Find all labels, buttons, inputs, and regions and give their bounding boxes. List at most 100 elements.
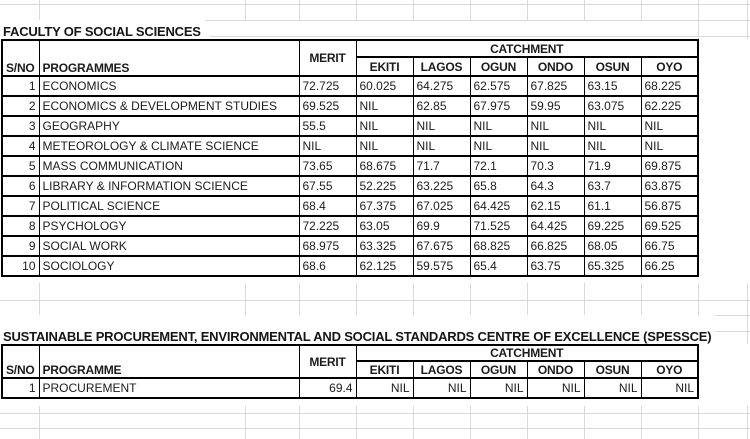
cell-catchment-value[interactable]: NIL xyxy=(412,377,471,399)
header-merit[interactable]: MERIT xyxy=(298,344,357,379)
cell-catchment-value[interactable]: 71.9 xyxy=(583,155,642,177)
cell-catchment-value[interactable]: NIL xyxy=(640,135,699,157)
cell-catchment-value[interactable]: 63.875 xyxy=(640,175,699,197)
header-state-ekiti[interactable]: EKITI xyxy=(355,360,414,379)
cell-merit[interactable]: 72.725 xyxy=(298,75,357,97)
cell-catchment-value[interactable]: 66.25 xyxy=(640,255,699,277)
cell-catchment-value[interactable]: 68.225 xyxy=(640,75,699,97)
cell-catchment-value[interactable]: 52.225 xyxy=(355,175,414,197)
cell-programme[interactable]: MASS COMMUNICATION xyxy=(38,155,300,177)
cell-catchment-value[interactable]: NIL xyxy=(412,135,471,157)
header-state-oyo[interactable]: OYO xyxy=(640,56,699,77)
cell-catchment-value[interactable]: 67.975 xyxy=(469,95,528,117)
cell-catchment-value[interactable]: 63.75 xyxy=(526,255,585,277)
cell-catchment-value[interactable]: NIL xyxy=(583,135,642,157)
cell-sno[interactable]: 5 xyxy=(1,155,40,177)
header-catchment[interactable]: CATCHMENT xyxy=(355,344,699,362)
cell-catchment-value[interactable]: 60.025 xyxy=(355,75,414,97)
cell-catchment-value[interactable]: 67.675 xyxy=(412,235,471,257)
cell-programme[interactable]: PROCUREMENT xyxy=(38,377,300,399)
cell-sno[interactable]: 4 xyxy=(1,135,40,157)
cell-catchment-value[interactable]: 62.225 xyxy=(640,95,699,117)
cell-merit[interactable]: 55.5 xyxy=(298,115,357,137)
header-catchment[interactable]: CATCHMENT xyxy=(355,39,699,58)
cell-catchment-value[interactable]: 62.575 xyxy=(469,75,528,97)
cell-catchment-value[interactable]: 68.05 xyxy=(583,235,642,257)
cell-catchment-value[interactable]: 63.05 xyxy=(355,215,414,237)
cell-catchment-value[interactable]: 70.3 xyxy=(526,155,585,177)
cell-catchment-value[interactable]: NIL xyxy=(355,377,414,399)
cell-catchment-value[interactable]: 62.15 xyxy=(526,195,585,217)
cell-programme[interactable]: SOCIOLOGY xyxy=(38,255,300,277)
cell-catchment-value[interactable]: 63.225 xyxy=(412,175,471,197)
header-state-osun[interactable]: OSUN xyxy=(583,56,642,77)
header-state-ekiti[interactable]: EKITI xyxy=(355,56,414,77)
cell-sno[interactable]: 8 xyxy=(1,215,40,237)
cell-catchment-value[interactable]: 66.75 xyxy=(640,235,699,257)
cell-catchment-value[interactable]: 62.85 xyxy=(412,95,471,117)
cell-merit[interactable]: NIL xyxy=(298,135,357,157)
cell-programme[interactable]: GEOGRAPHY xyxy=(38,115,300,137)
header-programme[interactable]: PROGRAMME xyxy=(38,344,300,379)
cell-catchment-value[interactable]: 72.1 xyxy=(469,155,528,177)
cell-catchment-value[interactable]: 61.1 xyxy=(583,195,642,217)
cell-merit[interactable]: 67.55 xyxy=(298,175,357,197)
cell-catchment-value[interactable]: NIL xyxy=(640,115,699,137)
cell-catchment-value[interactable]: 68.675 xyxy=(355,155,414,177)
header-state-oyo[interactable]: OYO xyxy=(640,360,699,379)
cell-sno[interactable]: 10 xyxy=(1,255,40,277)
cell-catchment-value[interactable]: 63.15 xyxy=(583,75,642,97)
section-title-spessce[interactable]: SUSTAINABLE PROCUREMENT, ENVIRONMENTAL A… xyxy=(0,315,716,346)
header-programme[interactable]: PROGRAMMES xyxy=(38,39,300,77)
cell-merit[interactable]: 68.6 xyxy=(298,255,357,277)
header-state-ondo[interactable]: ONDO xyxy=(526,56,585,77)
cell-catchment-value[interactable]: 69.875 xyxy=(640,155,699,177)
cell-programme[interactable]: PSYCHOLOGY xyxy=(38,215,300,237)
header-state-ogun[interactable]: OGUN xyxy=(469,56,528,77)
cell-catchment-value[interactable]: NIL xyxy=(355,135,414,157)
cell-catchment-value[interactable]: 67.825 xyxy=(526,75,585,97)
cell-merit[interactable]: 73.65 xyxy=(298,155,357,177)
cell-catchment-value[interactable]: 69.525 xyxy=(640,215,699,237)
header-state-lagos[interactable]: LAGOS xyxy=(412,56,471,77)
cell-merit[interactable]: 69.4 xyxy=(298,377,357,399)
header-sno[interactable]: S/NO xyxy=(1,39,40,77)
cell-catchment-value[interactable]: NIL xyxy=(469,135,528,157)
cell-programme[interactable]: POLITICAL SCIENCE xyxy=(38,195,300,217)
cell-merit[interactable]: 68.975 xyxy=(298,235,357,257)
cell-catchment-value[interactable]: NIL xyxy=(355,95,414,117)
cell-catchment-value[interactable]: 62.125 xyxy=(355,255,414,277)
cell-catchment-value[interactable]: 67.375 xyxy=(355,195,414,217)
cell-programme[interactable]: SOCIAL WORK xyxy=(38,235,300,257)
cell-catchment-value[interactable]: 63.325 xyxy=(355,235,414,257)
cell-catchment-value[interactable]: 69.225 xyxy=(583,215,642,237)
section-title-faculty-of-social-sciences[interactable]: FACULTY OF SOCIAL SCIENCES xyxy=(0,20,205,41)
cell-catchment-value[interactable]: NIL xyxy=(583,377,642,399)
cell-catchment-value[interactable]: NIL xyxy=(526,115,585,137)
cell-merit[interactable]: 72.225 xyxy=(298,215,357,237)
cell-catchment-value[interactable]: 68.825 xyxy=(469,235,528,257)
cell-catchment-value[interactable]: 64.275 xyxy=(412,75,471,97)
cell-catchment-value[interactable]: 65.325 xyxy=(583,255,642,277)
cell-catchment-value[interactable]: NIL xyxy=(583,115,642,137)
cell-programme[interactable]: ECONOMICS & DEVELOPMENT STUDIES xyxy=(38,95,300,117)
header-state-lagos[interactable]: LAGOS xyxy=(412,360,471,379)
header-state-osun[interactable]: OSUN xyxy=(583,360,642,379)
cell-sno[interactable]: 6 xyxy=(1,175,40,197)
header-state-ogun[interactable]: OGUN xyxy=(469,360,528,379)
cell-catchment-value[interactable]: NIL xyxy=(469,377,528,399)
cell-sno[interactable]: 2 xyxy=(1,95,40,117)
cell-catchment-value[interactable]: 64.3 xyxy=(526,175,585,197)
cell-merit[interactable]: 69.525 xyxy=(298,95,357,117)
cell-sno[interactable]: 7 xyxy=(1,195,40,217)
cell-catchment-value[interactable]: NIL xyxy=(640,377,699,399)
cell-catchment-value[interactable]: 69.9 xyxy=(412,215,471,237)
cell-catchment-value[interactable]: 71.7 xyxy=(412,155,471,177)
cell-catchment-value[interactable]: 67.025 xyxy=(412,195,471,217)
cell-catchment-value[interactable]: NIL xyxy=(526,377,585,399)
cell-catchment-value[interactable]: 59.575 xyxy=(412,255,471,277)
cell-programme[interactable]: METEOROLOGY & CLIMATE SCIENCE xyxy=(38,135,300,157)
cell-catchment-value[interactable]: 56.875 xyxy=(640,195,699,217)
cell-catchment-value[interactable]: 63.7 xyxy=(583,175,642,197)
cell-sno[interactable]: 9 xyxy=(1,235,40,257)
